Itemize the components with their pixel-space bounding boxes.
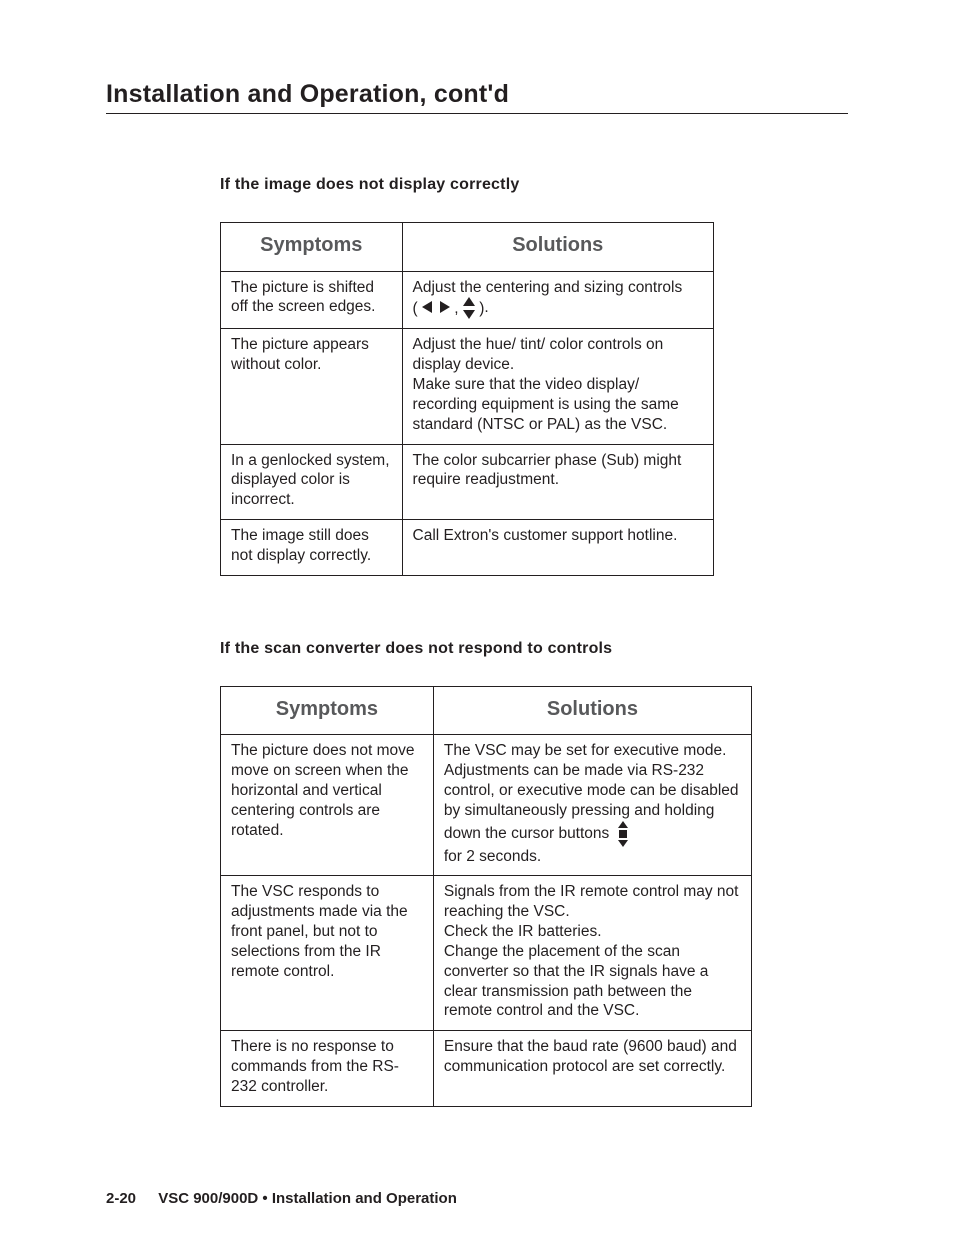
cell-solution: Call Extron's customer support hotline. bbox=[402, 520, 713, 576]
cell-solution: Ensure that the baud rate (9600 baud) an… bbox=[433, 1031, 751, 1106]
cell-symptom: The picture does not move move on screen… bbox=[221, 735, 434, 876]
cell-solution: The VSC may be set for executive mode. A… bbox=[433, 735, 751, 876]
cell-symptom: The picture is shifted off the screen ed… bbox=[221, 271, 403, 329]
cell-symptom: There is no response to commands from th… bbox=[221, 1031, 434, 1106]
solution-text: The VSC may be set for executive mode. A… bbox=[444, 742, 739, 841]
th-symptoms: Symptoms bbox=[221, 223, 403, 272]
page-footer: 2-20 VSC 900/900D • Installation and Ope… bbox=[106, 1190, 848, 1207]
up-down-arrows-icon bbox=[463, 297, 475, 319]
table-header-row: Symptoms Solutions bbox=[221, 223, 714, 272]
table-row: The VSC responds to adjustments made via… bbox=[221, 876, 752, 1031]
content-area: If the image does not display correctly … bbox=[106, 176, 848, 1107]
cell-symptom: The VSC responds to adjustments made via… bbox=[221, 876, 434, 1031]
footer-page-number: 2-20 bbox=[106, 1190, 136, 1207]
solution-text: Adjust the centering and sizing controls bbox=[413, 279, 683, 296]
page-title: Installation and Operation, cont'd bbox=[106, 80, 848, 114]
document-page: Installation and Operation, cont'd If th… bbox=[0, 0, 954, 1235]
section-heading-image: If the image does not display correctly bbox=[220, 176, 844, 194]
table-row: The picture appears without color. Adjus… bbox=[221, 329, 714, 444]
cell-solution: Adjust the hue/ tint/ color controls on … bbox=[402, 329, 713, 444]
table-header-row: Symptoms Solutions bbox=[221, 686, 752, 735]
table-control-issues: Symptoms Solutions The picture does not … bbox=[220, 686, 752, 1107]
footer-book-title: VSC 900/900D • Installation and Operatio… bbox=[158, 1190, 457, 1207]
table-row: The image still does not display correct… bbox=[221, 520, 714, 576]
solution-suffix: . bbox=[484, 300, 488, 317]
table-row: There is no response to commands from th… bbox=[221, 1031, 752, 1106]
cell-solution: The color subcarrier phase (Sub) might r… bbox=[402, 444, 713, 519]
cell-symptom: In a genlocked system, displayed color i… bbox=[221, 444, 403, 519]
left-right-arrows-icon bbox=[422, 301, 450, 313]
th-solutions: Solutions bbox=[402, 223, 713, 272]
cell-symptom: The image still does not display correct… bbox=[221, 520, 403, 576]
th-symptoms: Symptoms bbox=[221, 686, 434, 735]
cell-solution: Signals from the IR remote control may n… bbox=[433, 876, 751, 1031]
control-glyphs: ( , ) bbox=[413, 300, 485, 317]
table-row: The picture is shifted off the screen ed… bbox=[221, 271, 714, 329]
cell-solution: Adjust the centering and sizing controls… bbox=[402, 271, 713, 329]
table-row: The picture does not move move on screen… bbox=[221, 735, 752, 876]
cursor-buttons-icon bbox=[616, 821, 630, 847]
table-image-issues: Symptoms Solutions The picture is shifte… bbox=[220, 222, 714, 576]
section-heading-controls: If the scan converter does not respond t… bbox=[220, 640, 844, 658]
th-solutions: Solutions bbox=[433, 686, 751, 735]
solution-suffix: for 2 seconds. bbox=[444, 848, 541, 865]
table-row: In a genlocked system, displayed color i… bbox=[221, 444, 714, 519]
cell-symptom: The picture appears without color. bbox=[221, 329, 403, 444]
